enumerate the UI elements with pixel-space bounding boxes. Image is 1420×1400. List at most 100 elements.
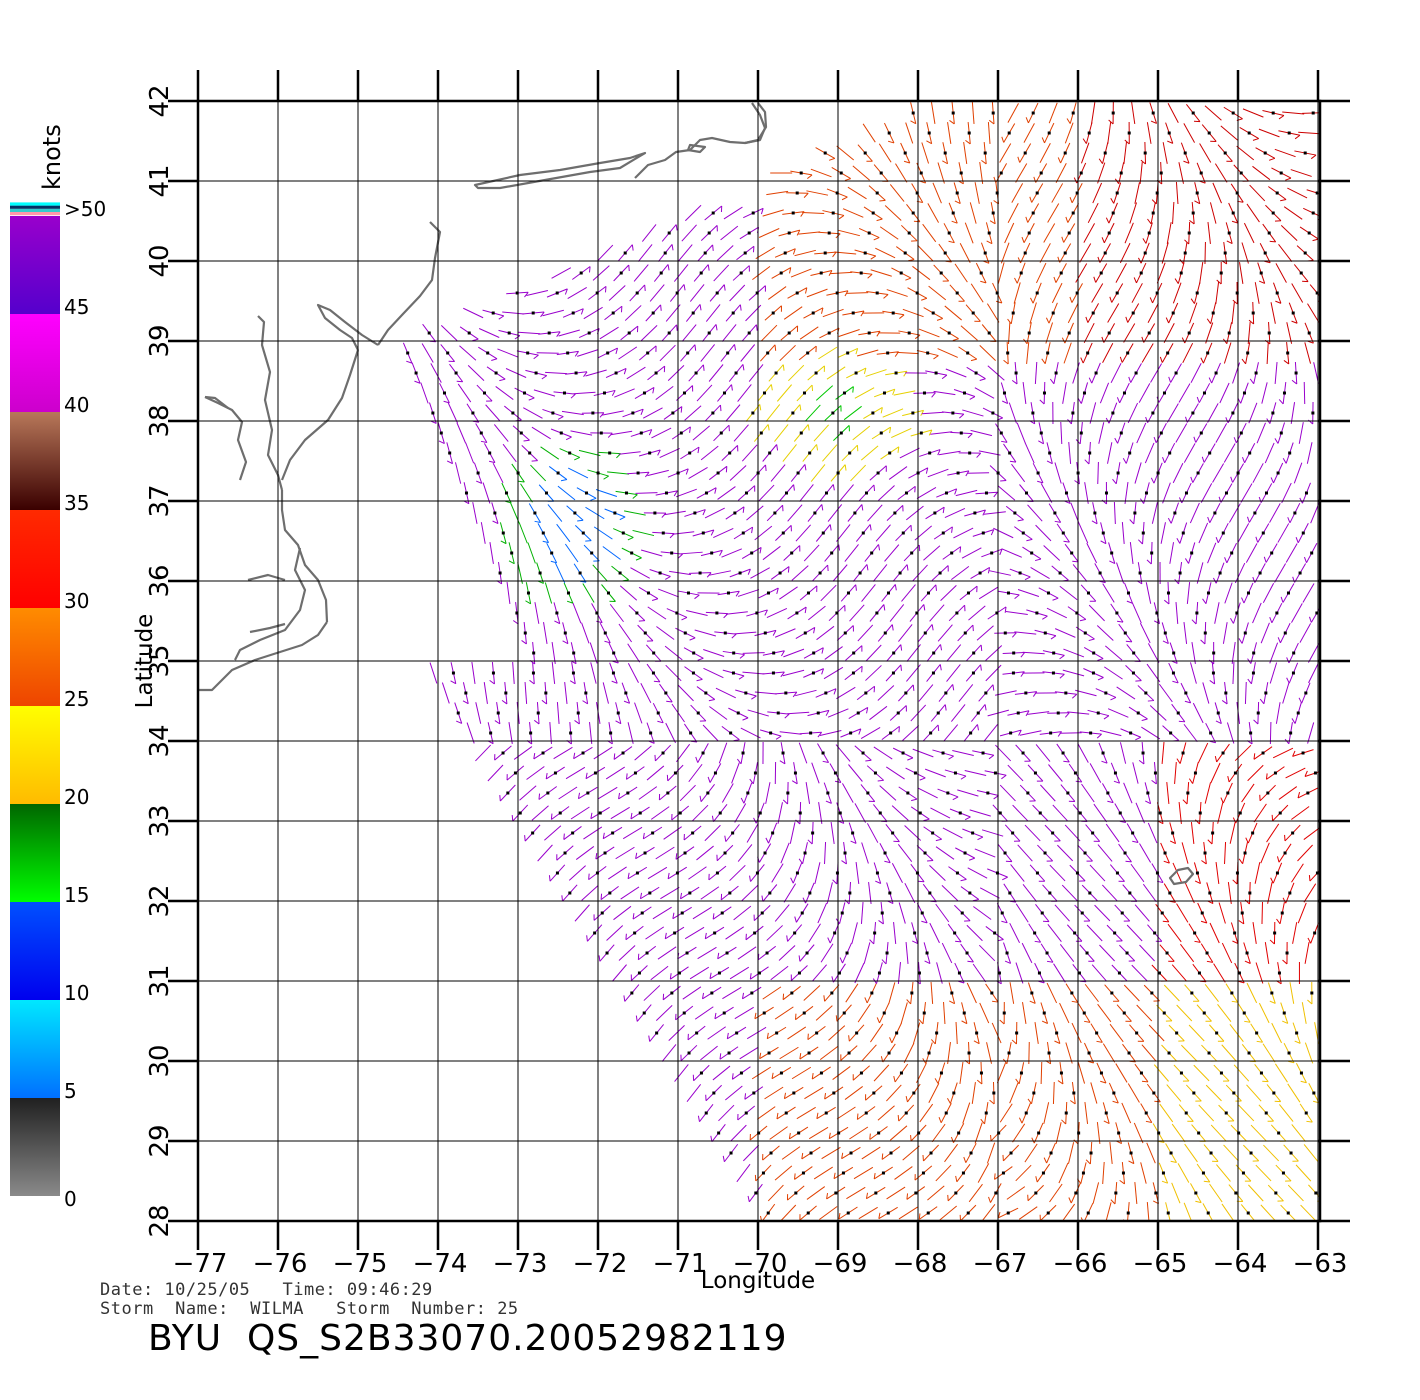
wind-vector-dot [1288,451,1292,455]
wind-vector-barb [894,584,897,591]
wind-vector-barb [1196,396,1200,403]
wind-vector [1214,163,1228,183]
wind-vector-dot [586,791,590,795]
wind-vector [986,1042,993,1064]
wind-vector [842,208,864,218]
wind-vector [1204,105,1222,121]
wind-vector-barb [933,355,939,360]
wind-vector-dot [799,171,803,175]
wind-vector-dot [784,491,788,495]
wind-vector-barb [446,460,453,465]
wind-vector-dot [1085,951,1089,955]
wind-vector-barb [1323,196,1328,199]
wind-vector [1213,963,1226,983]
wind-vector-dot [1203,851,1207,855]
wind-vector-dot [613,511,617,515]
wind-vector-dot [883,851,887,855]
wind-vector-barb [1255,536,1259,543]
wind-vector [931,1123,946,1143]
wind-vector-dot [1088,891,1092,895]
wind-vector [471,662,476,684]
wind-vector-dot [911,411,915,415]
wind-vector-dot [1027,231,1031,235]
wind-vector-barb [1244,960,1251,964]
wind-vector [742,671,765,675]
wind-vector [1007,764,1024,782]
wind-vector [592,564,608,582]
wind-vector [575,846,595,860]
wind-vector [1175,423,1188,443]
wind-vector [1232,661,1235,685]
wind-vector [1238,1104,1255,1122]
wind-vector-barb [821,504,824,511]
wind-vector [1274,1063,1288,1083]
wind-vector [921,142,930,164]
wind-vector-dot [711,411,715,415]
wind-vector [651,427,672,439]
wind-vector-barb [961,1020,968,1025]
wind-vector [704,507,725,519]
wind-vector-dot [806,1211,810,1215]
wind-vector [635,492,658,494]
legend-band [10,412,60,510]
wind-vector-dot [771,311,775,315]
wind-vector-dot [661,751,665,755]
wind-vector [1009,1082,1019,1104]
wind-vector [979,887,1000,899]
wind-vector-dot [608,891,612,895]
wind-vector-dot [875,191,879,195]
wind-vector-barb [1109,560,1116,565]
wind-vector-dot [1246,591,1250,595]
wind-vector [702,724,719,742]
wind-vector [927,203,940,223]
wind-vector-dot [1078,811,1082,815]
wind-vector [721,324,737,342]
wind-vector-dot [858,571,862,575]
wind-vector-barb [759,1052,762,1059]
wind-vector [1055,163,1067,183]
wind-vector-barb [1274,438,1279,444]
wind-vector [570,806,590,820]
wind-vector-barb [529,679,535,685]
wind-vector-dot [769,731,773,735]
wind-vector-barb [992,684,995,691]
wind-vector [1209,922,1220,944]
wind-vector [677,684,694,702]
wind-vector [502,311,525,315]
wind-vector-dot [879,171,883,175]
wind-vector-barb [1100,540,1107,545]
wind-vector-field [402,101,1328,1221]
wind-vector-dot [834,1191,838,1195]
wind-vector-barb [1061,337,1066,344]
wind-vector-barb [968,857,975,861]
wind-vector-barb [1031,1137,1035,1144]
wind-vector-dot [827,331,831,335]
wind-vector-dot [851,671,855,675]
wind-vector-dot [1123,851,1127,855]
wind-vector [962,409,984,417]
wind-vector [440,324,458,342]
wind-vector [1182,342,1194,364]
wind-vector-dot [1064,691,1068,695]
wind-vector-barb [833,1172,836,1179]
wind-vector-dot [969,1151,973,1155]
wind-vector-barb [570,393,576,399]
wind-vector-dot [675,871,679,875]
wind-vector-barb [889,427,892,434]
wind-vector-dot [907,231,911,235]
wind-vector-dot [1273,771,1277,775]
wind-vector-barb [1125,640,1132,643]
wind-vector-dot [943,151,947,155]
wind-vector [976,625,994,641]
wind-vector-dot [1098,571,1102,575]
wind-vector-barb [1101,336,1105,343]
wind-vector [1298,422,1304,444]
wind-vector-dot [871,211,875,215]
wind-vector-dot [704,691,708,695]
wind-vector-dot [1059,1071,1063,1075]
wind-vector-barb [1184,558,1189,564]
wind-vector [527,542,536,564]
wind-vector [1034,361,1038,385]
wind-vector-barb [1103,1120,1110,1125]
wind-vector-barb [788,1132,791,1139]
